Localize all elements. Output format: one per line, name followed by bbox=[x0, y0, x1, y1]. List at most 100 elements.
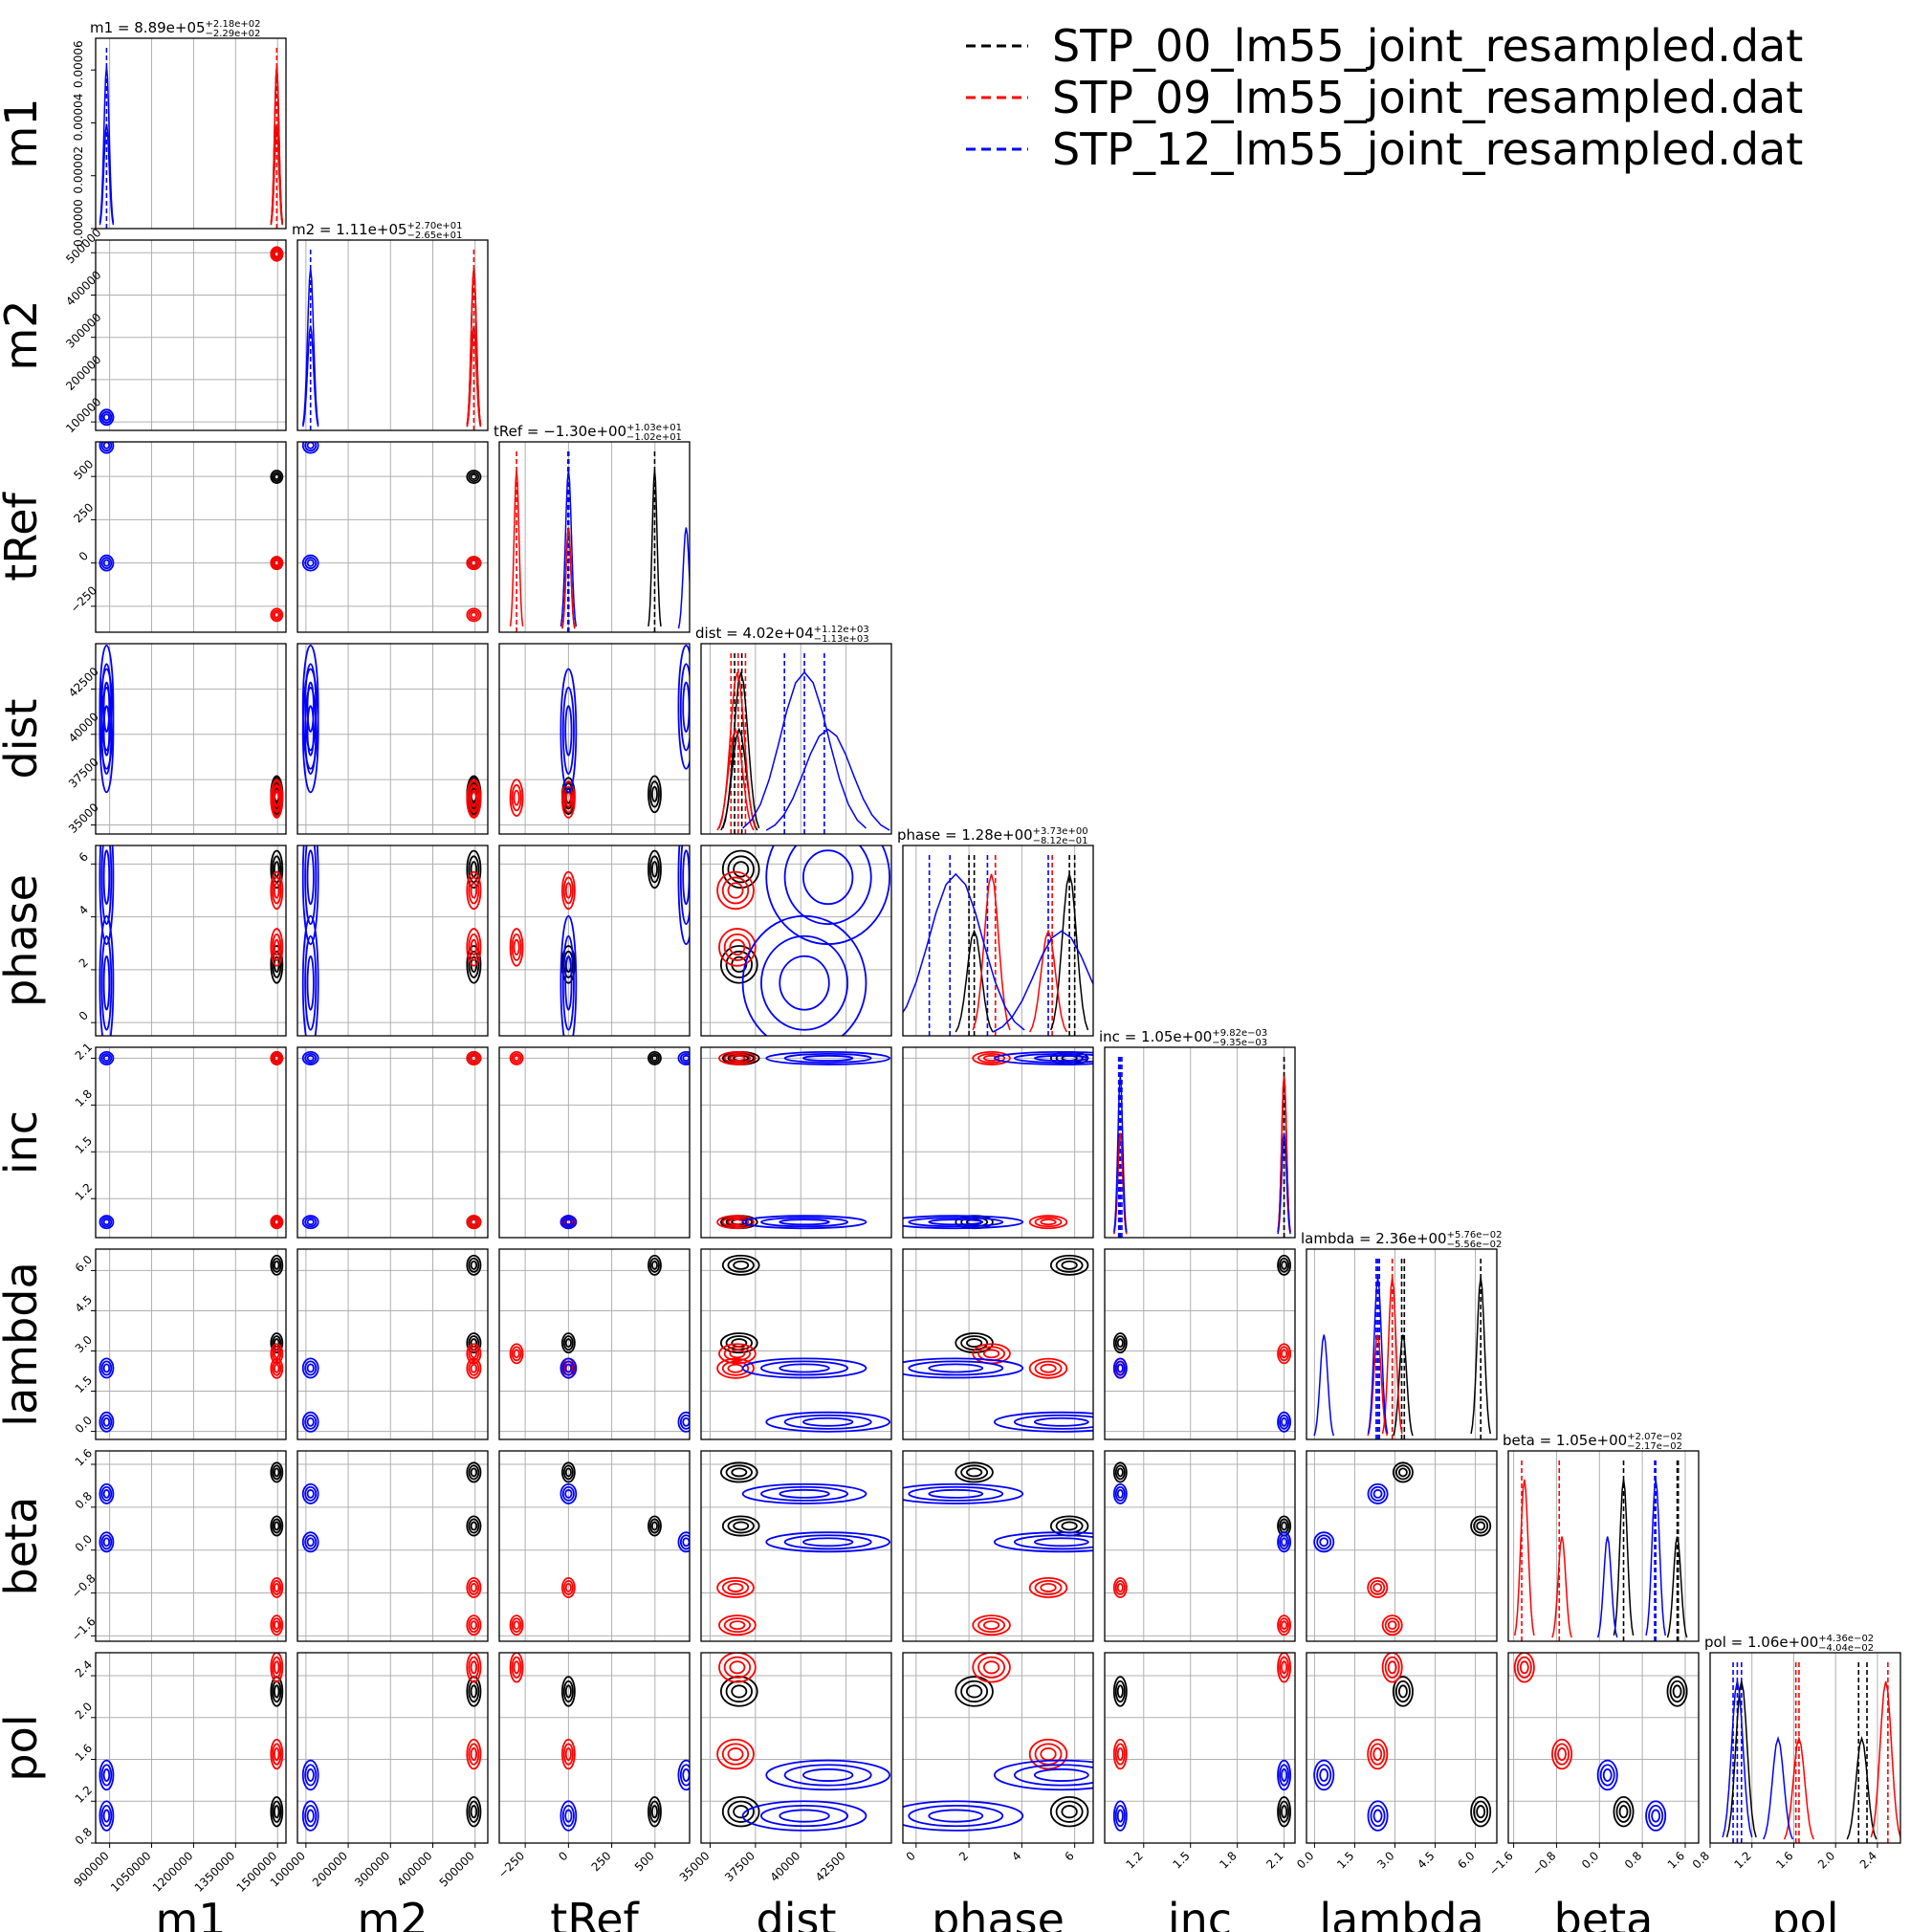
contour-lambda-inc bbox=[1116, 1338, 1124, 1349]
contour-beta-tRef bbox=[560, 1576, 576, 1598]
contour-beta-dist bbox=[741, 1482, 867, 1504]
contour-phase-m1 bbox=[270, 849, 284, 889]
panel-frame bbox=[1104, 1652, 1296, 1844]
contour-lambda-m2 bbox=[468, 1346, 480, 1362]
contour-beta-m2 bbox=[466, 1461, 482, 1483]
contour-tRef-m2 bbox=[468, 609, 480, 621]
contour-inc-phase bbox=[908, 1217, 1004, 1228]
panel-lambda-vs-inc bbox=[1104, 1248, 1296, 1440]
contour-phase-tRef bbox=[648, 855, 660, 884]
contour-phase-dist bbox=[727, 882, 744, 899]
contour-lambda-inc bbox=[1279, 1257, 1290, 1273]
contour-lambda-m2 bbox=[470, 1260, 478, 1270]
panel-content bbox=[99, 38, 284, 229]
x-tick-label: 1.2 bbox=[1731, 1849, 1753, 1871]
y-tick-label: 6.0 bbox=[73, 1253, 95, 1275]
panel-content bbox=[903, 845, 1093, 1036]
contour-beta-phase bbox=[977, 1617, 1006, 1634]
contour-pol-tRef bbox=[509, 1653, 524, 1683]
contour-beta-m2 bbox=[304, 1485, 318, 1502]
contour-tRef-m1 bbox=[274, 611, 280, 619]
contour-inc-m2 bbox=[301, 1050, 319, 1065]
contour-inc-dist bbox=[721, 1217, 750, 1228]
contour-lambda-phase bbox=[1033, 1416, 1089, 1427]
histogram-beta bbox=[1551, 1536, 1572, 1638]
y-tick-label: 0.00004 bbox=[72, 94, 85, 142]
legend-label: STP_09_lm55_joint_resampled.dat bbox=[1052, 72, 1803, 123]
panel-inc-vs-dist bbox=[700, 1046, 892, 1239]
panel-content bbox=[96, 845, 286, 1036]
contour-pol-m1 bbox=[274, 1660, 280, 1675]
contour-inc-m2 bbox=[301, 1215, 319, 1230]
panel-content bbox=[96, 1653, 286, 1843]
contour-pol-m1 bbox=[102, 1809, 111, 1823]
panel-title-beta: beta = 1.05e+00+2.07e−02 −2.17e−02 bbox=[1503, 1432, 1682, 1452]
contour-beta-m2 bbox=[470, 1583, 478, 1592]
panel-content bbox=[499, 1451, 690, 1641]
panel-content bbox=[302, 240, 482, 430]
contour-pol-lambda bbox=[1394, 1680, 1411, 1703]
contour-lambda-phase bbox=[1034, 1360, 1063, 1376]
panel-m2-vs-m2: m2 = 1.11e+05+2.70e+01 −2.65e+01 bbox=[292, 221, 489, 431]
x-axis-label: lambda bbox=[1319, 1894, 1483, 1932]
y-tick-label: 300000 bbox=[63, 310, 103, 350]
contour-pol-dist bbox=[721, 1795, 760, 1828]
panel-frame bbox=[1306, 1248, 1498, 1440]
x-tick-label: 2.1 bbox=[1263, 1849, 1285, 1871]
contour-beta-inc bbox=[1116, 1467, 1124, 1478]
contour-beta-tRef bbox=[677, 1531, 690, 1553]
panel-beta-vs-dist bbox=[700, 1450, 892, 1642]
x-tick-label: 500000 bbox=[437, 1849, 477, 1889]
contour-tRef-m2 bbox=[301, 442, 319, 454]
contour-dist-tRef bbox=[562, 785, 574, 814]
contour-lambda-m1 bbox=[270, 1254, 284, 1276]
x-tick-label: 40000 bbox=[767, 1849, 802, 1884]
panel-frame bbox=[1306, 1450, 1498, 1642]
contour-lambda-dist bbox=[731, 1338, 748, 1349]
contour-tRef-m1 bbox=[270, 607, 284, 623]
contour-pol-m2 bbox=[466, 1738, 482, 1770]
panel-inc-vs-m2 bbox=[296, 1046, 489, 1239]
contour-lambda-inc bbox=[1281, 1260, 1288, 1270]
contour-beta-tRef bbox=[648, 1518, 660, 1534]
contour-lambda-phase bbox=[1040, 1363, 1057, 1373]
contour-inc-phase bbox=[928, 1218, 984, 1226]
x-tick-label: 500 bbox=[632, 1849, 657, 1874]
panel-lambda-vs-tRef bbox=[498, 1248, 691, 1440]
contour-pol-beta bbox=[1669, 1680, 1685, 1703]
contour-phase-m1 bbox=[270, 928, 284, 967]
contour-tRef-m2 bbox=[466, 556, 482, 571]
legend-entry: STP_00_lm55_joint_resampled.dat bbox=[966, 20, 1803, 72]
contour-m2-m1 bbox=[100, 410, 113, 424]
contour-pol-m2 bbox=[306, 1767, 315, 1782]
contour-lambda-dist bbox=[801, 1416, 854, 1427]
contour-phase-m1 bbox=[272, 933, 282, 961]
contour-lambda-m1 bbox=[274, 1349, 280, 1359]
contour-beta-inc bbox=[1116, 1488, 1124, 1499]
contour-phase-dist bbox=[721, 849, 760, 889]
contour-dist-m2 bbox=[468, 785, 480, 814]
contour-phase-m1 bbox=[274, 882, 280, 899]
panel-inc-vs-phase bbox=[902, 1046, 1094, 1239]
contour-lambda-inc bbox=[1112, 1357, 1128, 1379]
contour-pol-tRef bbox=[648, 1800, 660, 1823]
contour-pol-tRef bbox=[564, 1809, 573, 1823]
panel-frame bbox=[700, 1046, 892, 1239]
contour-pol-dist bbox=[716, 1738, 755, 1770]
x-tick-label: −250 bbox=[495, 1849, 527, 1880]
contour-dist-m1 bbox=[99, 644, 115, 770]
contour-pol-inc bbox=[1281, 1805, 1288, 1819]
contour-phase-tRef bbox=[679, 845, 690, 926]
contour-beta-tRef bbox=[561, 1485, 575, 1502]
contour-inc-dist bbox=[727, 1218, 744, 1226]
x-tick-label: 0 bbox=[556, 1849, 570, 1863]
y-tick-label: −250 bbox=[68, 583, 99, 615]
contour-dist-m2 bbox=[304, 663, 318, 752]
contour-pol-m1 bbox=[99, 1759, 115, 1791]
contour-lambda-m1 bbox=[274, 1338, 280, 1349]
contour-beta-m2 bbox=[468, 1518, 480, 1534]
contour-beta-dist bbox=[721, 1579, 750, 1595]
contour-phase-tRef bbox=[682, 849, 690, 906]
contour-phase-m2 bbox=[466, 928, 482, 967]
contour-beta-m1 bbox=[100, 1485, 113, 1502]
